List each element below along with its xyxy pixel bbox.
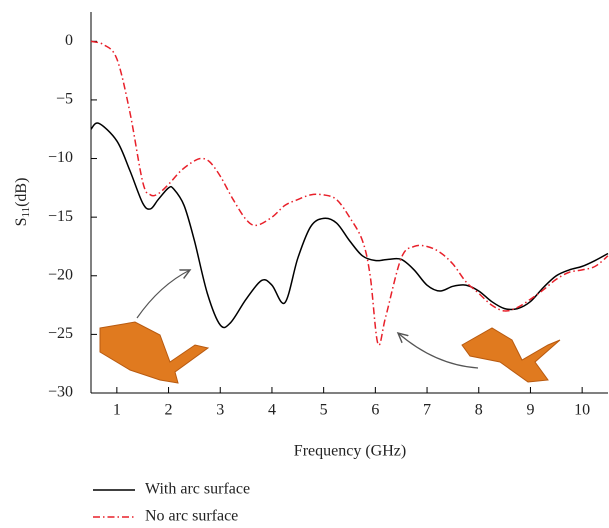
x-tick-label: 8 (475, 402, 483, 419)
y-tick-label: −25 (48, 325, 73, 342)
y-tick-label: −10 (48, 149, 73, 166)
x-axis-label: Frequency (GHz) (294, 443, 406, 460)
x-tick-label: 6 (371, 402, 379, 419)
x-tick-label: 5 (320, 402, 328, 419)
series-line (90, 40, 609, 346)
x-tick-label: 3 (216, 402, 224, 419)
y-tick-label: −30 (48, 384, 73, 401)
x-tick-label: 2 (165, 402, 173, 419)
y-axis-label: S11(dB) (13, 178, 32, 227)
x-tick-label: 9 (526, 402, 534, 419)
x-tick-label: 1 (113, 402, 121, 419)
x-tick-label: 7 (423, 402, 431, 419)
y-tick-label: −5 (56, 91, 73, 108)
x-tick-label: 10 (574, 402, 590, 419)
antenna-illustration (99, 321, 561, 384)
annotation-arrow (398, 333, 479, 369)
x-tick-label: 4 (268, 402, 276, 419)
y-tick-label: −15 (48, 208, 73, 225)
series-line (90, 122, 609, 329)
legend-label: No arc surface (145, 508, 238, 525)
y-tick-label: −20 (48, 266, 73, 283)
y-tick-label: 0 (65, 32, 73, 49)
legend-label: With arc surface (145, 481, 250, 498)
annotation-arrow (136, 270, 190, 319)
